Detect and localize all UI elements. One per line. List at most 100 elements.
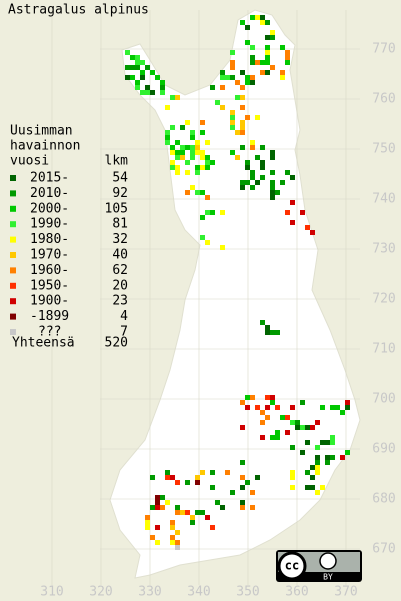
observation-square [275,330,280,335]
observation-square [260,160,265,165]
observation-square [260,70,265,75]
observation-square [160,85,165,90]
observation-square [270,35,275,40]
observation-square [240,120,245,125]
observation-square [275,435,280,440]
observation-square [155,505,160,510]
observation-square [230,125,235,130]
northing-label: 700 [372,392,395,407]
observation-square [210,525,215,530]
legend-count: 20 [112,278,128,293]
observation-square [225,75,230,80]
observation-square [220,105,225,110]
northing-label: 680 [372,492,395,507]
observation-square [200,510,205,515]
observation-square [255,155,260,160]
observation-square [170,125,175,130]
observation-square [155,525,160,530]
observation-square [210,485,215,490]
observation-square [185,145,190,150]
easting-label: 320 [89,585,112,600]
observation-square [195,145,200,150]
observation-square [250,490,255,495]
observation-square [195,190,200,195]
observation-square [285,170,290,175]
northing-label: 750 [372,142,395,157]
observation-square [150,505,155,510]
observation-square [135,80,140,85]
cc-by-badge[interactable]: cc BY [276,550,362,582]
observation-square [240,500,245,505]
observation-square [280,45,285,50]
observation-square [200,235,205,240]
legend-count: 92 [112,186,128,201]
northing-label: 760 [372,92,395,107]
observation-square [130,65,135,70]
observation-square [275,190,280,195]
observation-square [190,150,195,155]
observation-square [145,65,150,70]
observation-square [165,105,170,110]
observation-square [300,400,305,405]
observation-square [165,130,170,135]
observation-square [290,200,295,205]
legend-swatch [10,313,16,320]
observation-square [240,85,245,90]
observation-square [190,145,195,150]
observation-square [170,520,175,525]
observation-square [220,70,225,75]
observation-square [265,20,270,25]
legend-swatch [10,329,16,335]
observation-square [240,125,245,130]
observation-square [190,185,195,190]
observation-square [240,460,245,465]
observation-square [205,515,210,520]
observation-square [325,460,330,465]
legend-swatch [10,175,16,181]
observation-square [165,140,170,145]
observation-square [280,75,285,80]
observation-square [270,30,275,35]
observation-square [170,95,175,100]
observation-square [220,75,225,80]
observation-square [185,480,190,485]
observation-square [260,175,265,180]
observation-square [310,230,315,235]
observation-square [200,165,205,170]
observation-square [330,405,335,410]
observation-square [245,80,250,85]
observation-square [230,150,235,155]
title: Astragalus alpinus [8,3,149,18]
observation-square [295,420,300,425]
legend-count: 81 [112,217,128,232]
observation-square [220,85,225,90]
observation-square [270,395,275,400]
observation-square [260,410,265,415]
observation-square [340,455,345,460]
observation-square [250,140,255,145]
observation-square [255,405,260,410]
observation-square [175,140,180,145]
observation-square [170,535,175,540]
observation-square [200,130,205,135]
observation-square [265,405,270,410]
observation-square [265,35,270,40]
legend-label: ??? [38,325,61,340]
observation-square [265,55,270,60]
observation-square [170,145,175,150]
observation-square [265,415,270,420]
observation-square [125,65,130,70]
observation-square [175,150,180,155]
legend-count: 62 [112,263,128,278]
observation-square [235,155,240,160]
observation-square [195,510,200,515]
observation-square [205,155,210,160]
observation-square [285,415,290,420]
observation-square [310,475,315,480]
observation-square [175,95,180,100]
observation-square [225,470,230,475]
observation-square [150,70,155,75]
legend-swatch [10,236,16,243]
observation-square [165,500,170,505]
